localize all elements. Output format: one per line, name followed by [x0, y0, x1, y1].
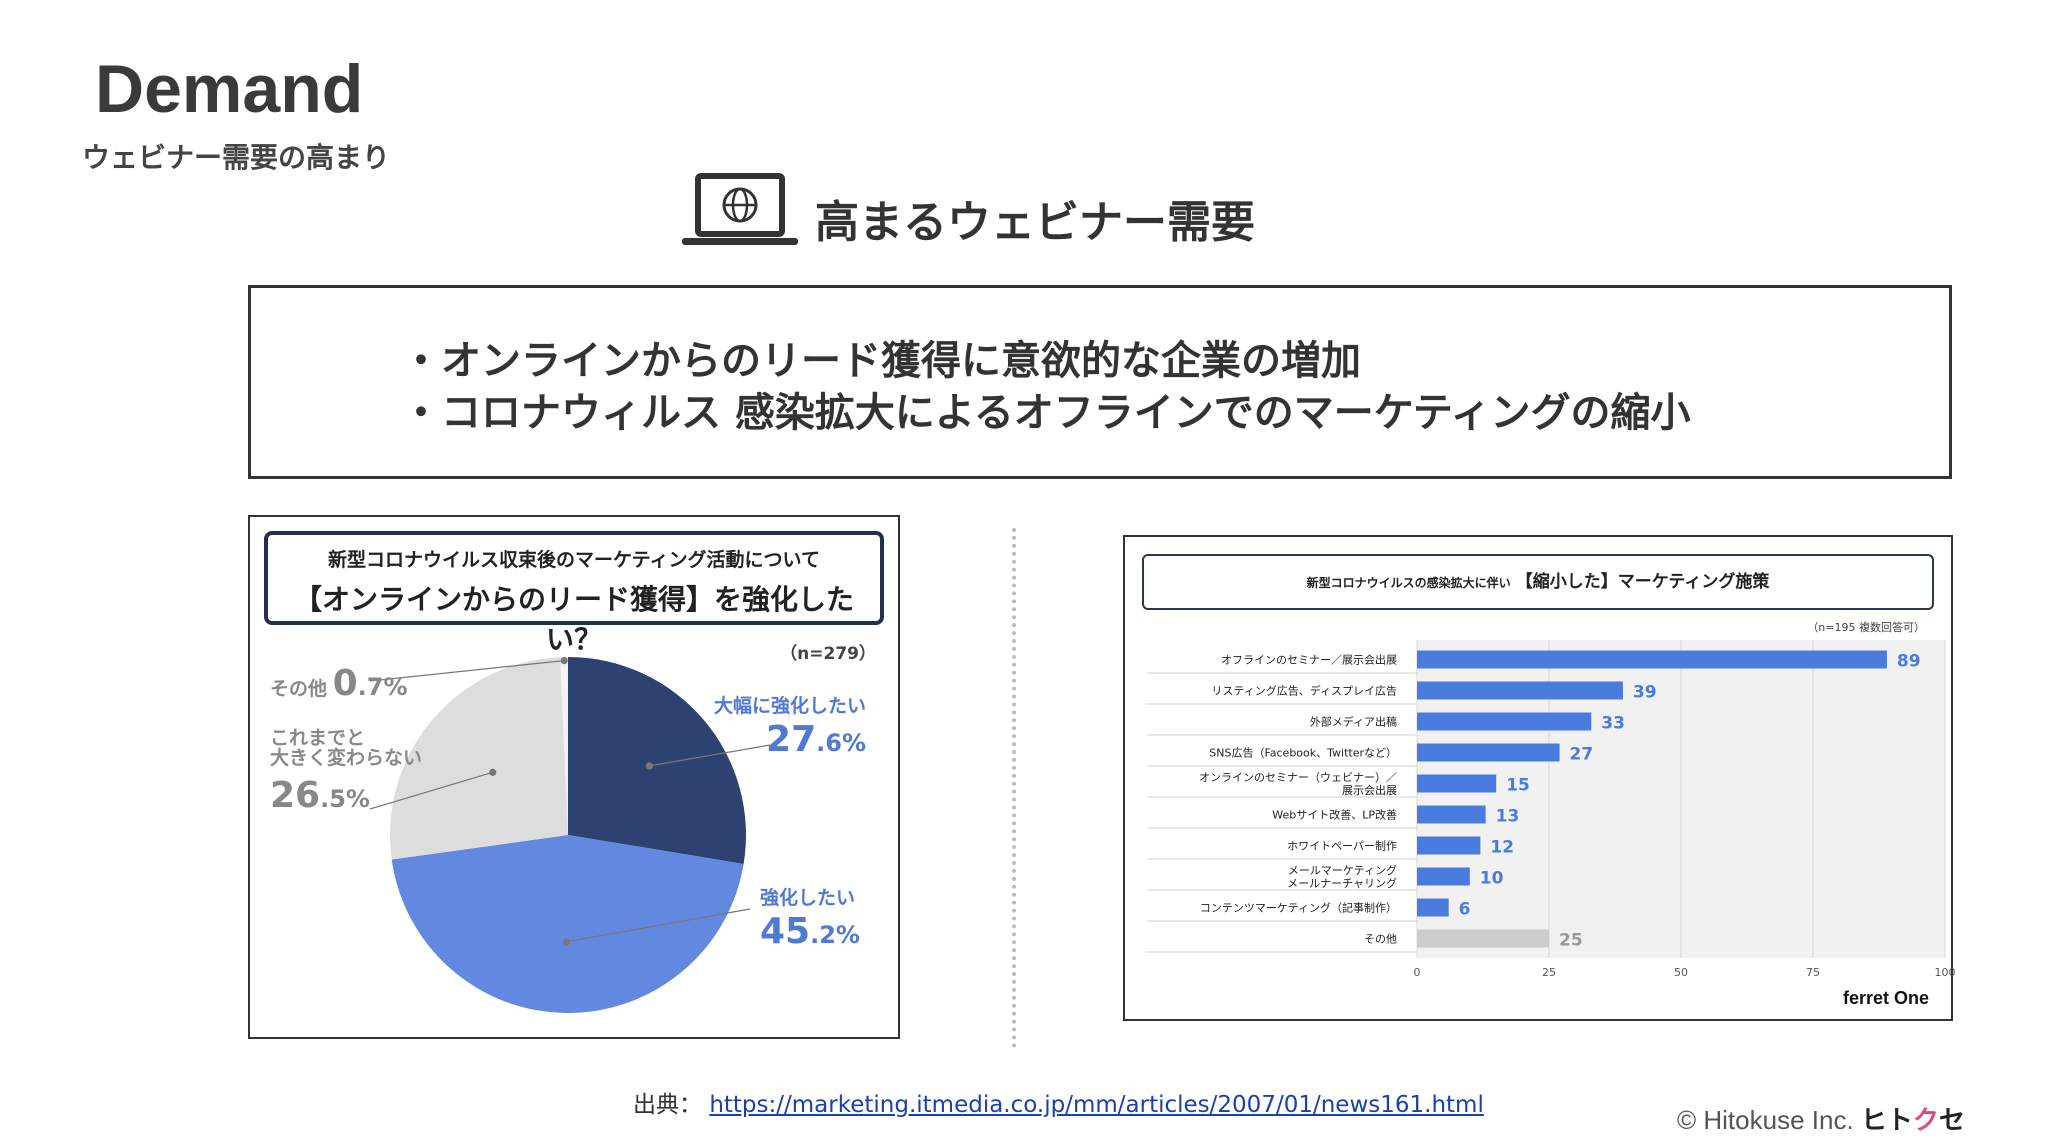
category-label: メールナーチャリング	[1287, 876, 1397, 890]
ferret-one-logo: ferret One	[1842, 988, 1929, 1008]
laptop-globe-icon	[682, 173, 798, 245]
section-heading: 高まるウェビナー需要	[815, 197, 1255, 248]
pie-label-text: その他	[270, 678, 328, 700]
brand-part: ヒト	[1860, 1105, 1913, 1135]
pie-label-text: 大幅に強化したい	[714, 695, 867, 717]
pie-chart	[369, 657, 771, 1014]
copyright: © Hitokuse Inc. ヒトクセ	[1677, 1100, 1965, 1137]
x-tick-label: 25	[1542, 966, 1556, 979]
copyright-text: © Hitokuse Inc.	[1677, 1105, 1854, 1135]
pie-label-value: 26	[270, 774, 321, 816]
dotted-divider	[1012, 528, 1016, 1048]
source-citation: 出典： https://marketing.itmedia.co.jp/mm/a…	[633, 1085, 1484, 1119]
pie-label-value: 0	[332, 663, 358, 704]
pie-label-text: これまでと	[270, 727, 366, 749]
category-label: Webサイト改善、LP改善	[1272, 808, 1397, 822]
category-label: オフラインのセミナー／展示会出展	[1221, 653, 1397, 667]
page-subtitle: ウェビナー需要の高まり	[82, 141, 391, 174]
bullet-box: ・オンラインからのリード獲得に意欲的な企業の増加 ・コロナウィルス 感染拡大によ…	[248, 285, 1952, 479]
pie-leader-line	[566, 908, 751, 943]
bar	[1417, 898, 1449, 917]
pie-label-text: 強化したい	[760, 887, 856, 909]
pie-label-unit: .6%	[816, 728, 867, 757]
bar-value-label: 6	[1459, 900, 1471, 920]
bullet-item: ・オンラインからのリード獲得に意欲的な企業の増加	[401, 338, 1361, 384]
pie-label-strongly: 大幅に強化したい 27.6%	[714, 695, 867, 760]
bar	[1417, 774, 1497, 793]
category-label: SNS広告（Facebook、Twitterなど）	[1209, 747, 1397, 760]
bar-chart: 0 25 50 75 100 オフラインのセミナー／展示会出展 89 リスティング広告、ディス…	[1147, 640, 1956, 979]
bar	[1417, 743, 1560, 762]
source-link[interactable]: https://marketing.itmedia.co.jp/mm/artic…	[709, 1092, 1484, 1118]
pie-chart-panel: 新型コロナウイルス収束後のマーケティング活動について 【オンラインからのリード獲…	[248, 515, 900, 1039]
pie-slice-same	[390, 657, 568, 860]
x-tick-label: 0	[1414, 966, 1421, 979]
bar-value-label: 25	[1559, 931, 1583, 951]
brand-part: ク	[1912, 1105, 1939, 1135]
bar-chart-header: 新型コロナウイルスの感染拡大に伴い 【縮小した】マーケティング施策	[1142, 554, 1934, 610]
bar	[1417, 712, 1592, 731]
pie-sample-size: （n=279）	[780, 644, 876, 664]
bar-value-label: 33	[1601, 714, 1625, 734]
bar-value-label: 13	[1496, 807, 1520, 827]
category-label: リスティング広告、ディスプレイ広告	[1211, 684, 1397, 698]
pie-label-unit: .5%	[320, 784, 370, 813]
bar-chart-panel: 新型コロナウイルスの感染拡大に伴い 【縮小した】マーケティング施策 （n=195…	[1123, 535, 1956, 1021]
x-tick-label: 50	[1674, 966, 1688, 979]
pie-leader-dot	[489, 768, 497, 776]
page-title: Demand	[95, 51, 364, 127]
bar	[1417, 867, 1470, 886]
source-label: 出典：	[633, 1092, 702, 1118]
bar	[1417, 805, 1486, 824]
bar-value-label: 12	[1490, 838, 1514, 858]
category-label: 展示会出展	[1342, 783, 1397, 797]
pie-leader-line	[369, 771, 493, 810]
bar-value-label: 10	[1480, 869, 1504, 889]
pie-leader-dot	[563, 938, 571, 946]
bar	[1417, 929, 1549, 948]
brand-part: セ	[1938, 1105, 1965, 1135]
bar	[1417, 836, 1481, 855]
pie-chart-title-line1: 新型コロナウイルス収束後のマーケティング活動について	[328, 549, 820, 571]
x-tick-label: 75	[1806, 966, 1820, 979]
pie-label-text: 大きく変わらない	[270, 746, 423, 769]
category-label: その他	[1364, 933, 1397, 946]
pie-label-same: これまでと 大きく変わらない 26.5%	[270, 727, 423, 816]
category-label: オンラインのセミナー（ウェビナー）／	[1199, 771, 1397, 784]
bar-value-label: 27	[1570, 745, 1594, 765]
pie-leader-dot	[560, 657, 568, 665]
bullet-item: ・コロナウィルス 感染拡大によるオフラインでのマーケティングの縮小	[401, 390, 1691, 436]
bar	[1417, 650, 1887, 669]
x-tick-label: 100	[1935, 966, 1956, 979]
bar-value-label: 89	[1897, 652, 1921, 672]
category-label: コンテンツマーケティング（記事制作）	[1200, 901, 1397, 915]
bar-sample-size: （n=195 複数回答可）	[1807, 621, 1925, 634]
pie-label-unit: .7%	[357, 673, 408, 701]
bar	[1417, 681, 1623, 700]
pie-chart-title-line2: 【オンラインからのリード獲得】を強化したい？	[293, 583, 854, 656]
bar-value-label: 15	[1506, 776, 1530, 796]
pie-chart-header: 新型コロナウイルス収束後のマーケティング活動について 【オンラインからのリード獲…	[264, 531, 884, 656]
category-label: ホワイトペーパー制作	[1287, 840, 1397, 853]
hitokuse-logo: ヒトクセ	[1861, 1105, 1965, 1135]
pie-label-unit: .2%	[810, 920, 860, 949]
pie-slice-strongly	[568, 657, 746, 864]
pie-label-value: 27	[766, 718, 817, 760]
bar-value-label: 39	[1633, 683, 1657, 703]
category-label: 外部メディア出稿	[1310, 715, 1397, 729]
pie-label-strengthen: 強化したい 45.2%	[760, 887, 860, 952]
pie-label-value: 45	[760, 910, 811, 952]
pie-slice-other	[560, 657, 568, 835]
bar-chart-title: 【縮小した】マーケティング施策	[1515, 572, 1770, 592]
pie-slice-strengthen	[391, 835, 744, 1014]
category-label: メールマーケティング	[1288, 863, 1397, 877]
bar-chart-title-small: 新型コロナウイルスの感染拡大に伴い	[1306, 576, 1511, 590]
pie-leader-line	[369, 660, 565, 682]
pie-leader-line	[649, 744, 771, 767]
pie-leader-dot	[645, 762, 654, 770]
pie-label-other: その他 0.7%	[270, 665, 408, 703]
